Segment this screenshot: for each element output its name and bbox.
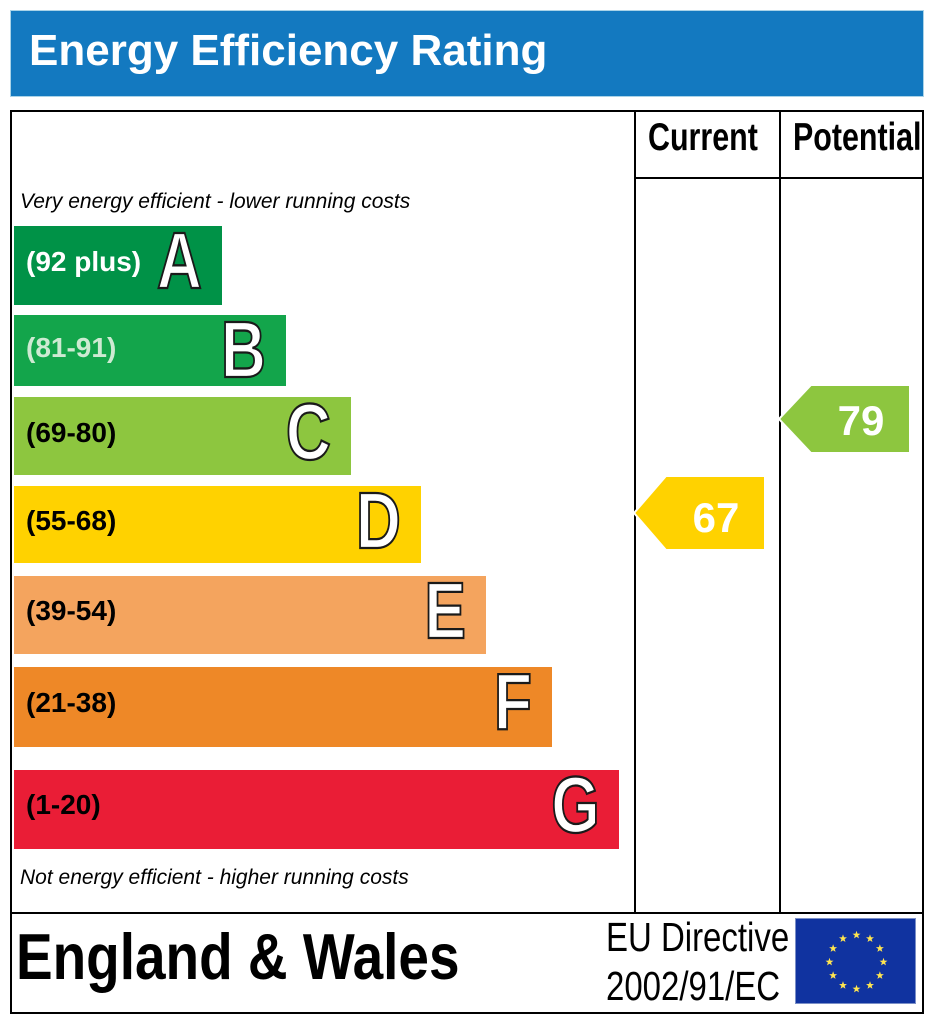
- svg-text:79: 79: [838, 397, 885, 444]
- svg-text:67: 67: [693, 494, 740, 541]
